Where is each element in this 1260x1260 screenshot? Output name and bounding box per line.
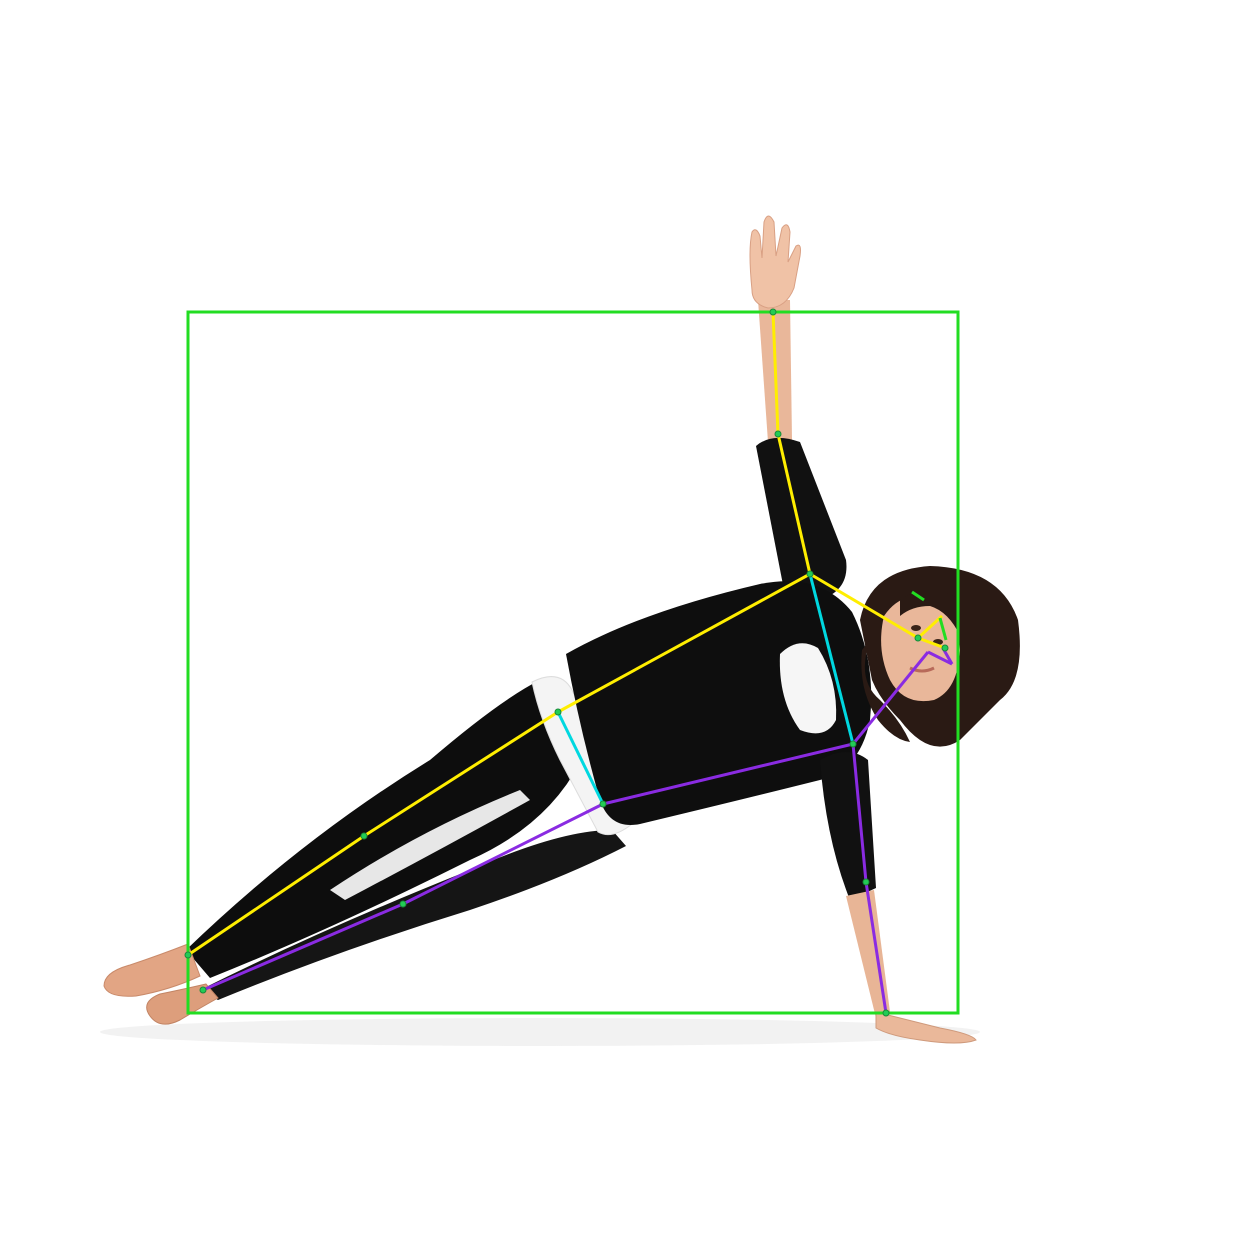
- keypoint: [807, 571, 813, 577]
- keypoint: [883, 1010, 889, 1016]
- keypoint: [600, 801, 606, 807]
- raised-arm: [750, 216, 846, 600]
- floor-shadow: [100, 1018, 980, 1046]
- keypoint: [555, 709, 561, 715]
- keypoint: [361, 833, 367, 839]
- keypoint: [770, 309, 776, 315]
- keypoint: [775, 431, 781, 437]
- keypoint: [185, 952, 191, 958]
- keypoint: [850, 741, 856, 747]
- keypoint: [942, 645, 948, 651]
- keypoint: [200, 987, 206, 993]
- support-arm: [820, 752, 976, 1043]
- keypoint: [915, 635, 921, 641]
- keypoint: [863, 879, 869, 885]
- keypoint: [400, 901, 406, 907]
